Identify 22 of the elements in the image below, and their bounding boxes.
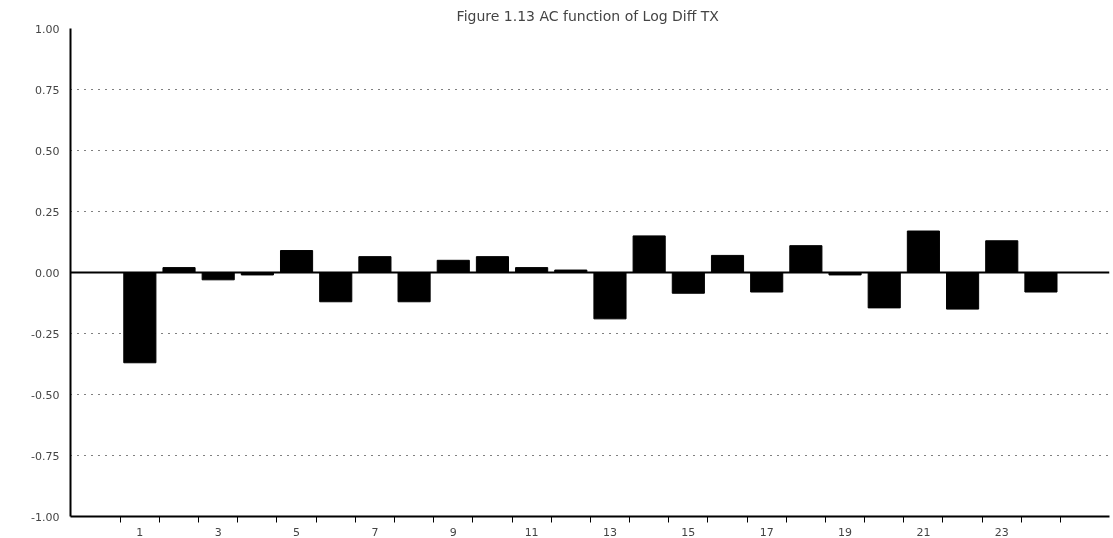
x-tick-label: 17 bbox=[759, 525, 774, 538]
y-tick-label: -1.00 bbox=[31, 510, 60, 524]
y-tick-label: 0.00 bbox=[35, 266, 60, 280]
x-tick-label: 15 bbox=[681, 525, 696, 538]
x-tick-label: 1 bbox=[136, 525, 144, 538]
y-tick-label: -0.25 bbox=[31, 327, 60, 341]
y-tick-label: -0.75 bbox=[31, 449, 60, 463]
x-tick-label: 9 bbox=[449, 525, 457, 538]
x-tick-label: 7 bbox=[371, 525, 379, 538]
x-tick-label: 23 bbox=[994, 525, 1009, 538]
y-tick-label: -0.50 bbox=[31, 388, 60, 402]
y-tick-label: 0.25 bbox=[35, 205, 60, 219]
x-tick-label: 13 bbox=[602, 525, 617, 538]
y-tick-label: 1.00 bbox=[35, 22, 60, 36]
x-tick-label: 21 bbox=[916, 525, 931, 538]
y-tick-label: 0.50 bbox=[35, 144, 60, 158]
x-tick-label: 19 bbox=[838, 525, 853, 538]
x-tick-label: 3 bbox=[214, 525, 222, 538]
y-tick-label: 0.75 bbox=[35, 83, 60, 97]
chart-title: Figure 1.13 AC function of Log Diff TX bbox=[456, 7, 720, 24]
x-tick-label: 5 bbox=[293, 525, 301, 538]
x-tick-label: 11 bbox=[524, 525, 539, 538]
